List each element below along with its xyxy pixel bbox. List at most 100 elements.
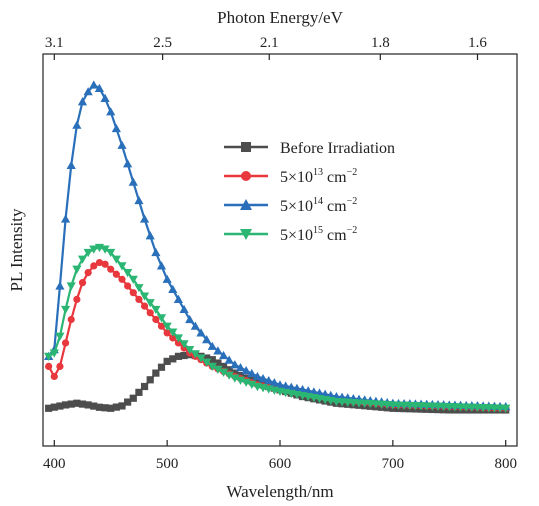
- data-point: [235, 376, 246, 385]
- data-point: [252, 371, 263, 381]
- data-point: [156, 261, 167, 270]
- data-point: [100, 93, 110, 102]
- data-point: [118, 402, 126, 410]
- data-point: [49, 349, 59, 358]
- x-tick-label: 800: [494, 456, 517, 472]
- data-point: [264, 376, 274, 385]
- data-point: [66, 282, 76, 291]
- data-point: [219, 362, 228, 370]
- data-point: [235, 363, 246, 372]
- data-point: [151, 305, 161, 315]
- data-point: [55, 332, 65, 341]
- data-point: [84, 401, 92, 409]
- x-tick-label: 600: [269, 456, 292, 472]
- legend-label-unit: cm: [323, 198, 347, 215]
- data-point: [124, 282, 132, 290]
- data-point: [208, 356, 216, 364]
- data-point: [107, 404, 115, 412]
- data-point: [152, 315, 160, 324]
- data-point: [50, 372, 58, 381]
- series-3: [44, 80, 511, 411]
- data-point: [77, 97, 88, 106]
- data-point: [90, 262, 98, 270]
- data-point: [61, 339, 70, 347]
- data-point: [101, 404, 109, 412]
- data-point: [135, 295, 143, 303]
- data-point: [140, 382, 149, 391]
- data-point: [117, 262, 127, 271]
- data-point: [230, 360, 240, 369]
- legend-marker: [241, 171, 251, 181]
- legend-item: 5×1014 cm−2: [224, 196, 357, 215]
- data-point: [129, 394, 137, 402]
- data-point: [60, 214, 71, 223]
- data-point: [83, 87, 93, 96]
- data-point: [162, 274, 172, 283]
- data-point: [190, 350, 200, 359]
- data-point: [111, 123, 121, 133]
- data-point: [78, 400, 87, 408]
- data-point: [72, 265, 82, 274]
- data-point: [162, 322, 172, 331]
- legend-marker: [241, 142, 251, 152]
- data-point: [101, 260, 109, 268]
- data-point: [145, 299, 155, 308]
- y-axis-title: PL Intensity: [7, 208, 26, 291]
- data-point: [207, 362, 217, 371]
- legend-label-exponent: 13: [313, 167, 323, 178]
- data-point: [83, 248, 93, 258]
- data-point: [152, 369, 160, 377]
- legend-label-unit: cm: [323, 169, 347, 186]
- data-point: [61, 401, 70, 409]
- legend-label-unit-exponent: −2: [347, 225, 358, 236]
- data-point: [100, 245, 110, 254]
- top-axis-ticks: 3.1 2.5 2.1 1.8 1.6: [45, 35, 487, 60]
- data-point: [207, 341, 217, 350]
- data-point: [168, 284, 178, 293]
- legend-label-unit-exponent: −2: [347, 167, 358, 178]
- data-point: [134, 195, 144, 205]
- data-point: [89, 80, 99, 89]
- legend-label: Before Irradiation: [280, 140, 395, 157]
- data-point: [84, 269, 92, 277]
- x-axis-title: Wavelength/nm: [226, 482, 333, 501]
- data-point: [73, 399, 81, 407]
- data-point: [112, 403, 120, 411]
- legend-marker: [240, 199, 252, 210]
- data-point: [214, 359, 222, 367]
- data-point: [123, 269, 133, 278]
- data-point: [44, 352, 54, 361]
- data-point: [173, 294, 184, 303]
- data-point: [185, 346, 195, 355]
- data-point: [56, 362, 64, 370]
- legend-label-exponent: 14: [313, 196, 323, 207]
- legend-label-unit-exponent: −2: [347, 196, 358, 207]
- data-point: [224, 355, 234, 364]
- data-point: [135, 388, 143, 396]
- data-point: [156, 314, 167, 323]
- data-point: [128, 177, 138, 186]
- top-tick-label: 2.5: [153, 35, 172, 51]
- data-point: [241, 378, 251, 387]
- legend-label-base: Before Irradiation: [280, 140, 395, 157]
- legend-marker: [240, 229, 252, 240]
- data-point: [73, 295, 81, 303]
- data-point: [218, 368, 229, 377]
- legend-label: 5×1015 cm−2: [280, 225, 357, 244]
- plot-frame: [42, 53, 518, 447]
- data-point: [292, 383, 302, 392]
- data-point: [218, 350, 229, 360]
- data-point: [157, 363, 166, 371]
- data-point: [173, 334, 184, 343]
- data-point: [90, 402, 98, 410]
- data-point: [106, 248, 116, 258]
- data-point: [128, 275, 138, 284]
- data-point: [501, 404, 511, 413]
- top-tick-label: 1.8: [371, 35, 390, 51]
- data-point: [45, 404, 53, 412]
- bottom-axis-ticks: 400 500 600 700 800: [43, 440, 517, 472]
- data-point: [95, 403, 104, 411]
- data-point: [67, 400, 75, 408]
- data-point: [45, 362, 53, 370]
- data-point: [145, 231, 155, 240]
